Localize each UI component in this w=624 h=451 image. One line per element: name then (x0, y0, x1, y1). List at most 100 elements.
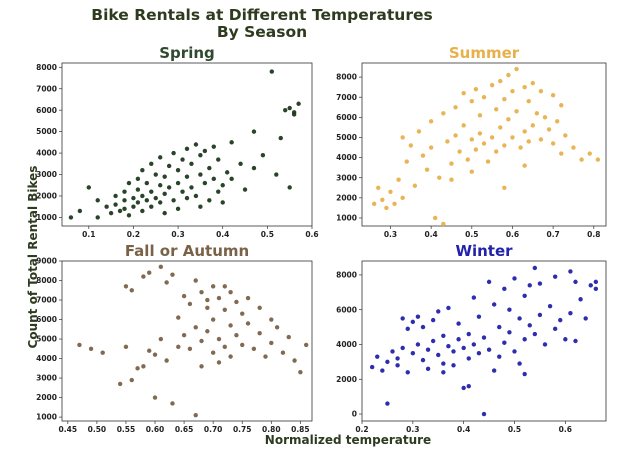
scatter-point-fall (240, 342, 245, 348)
scatter-point-winter (547, 304, 553, 309)
scatter-point-winter (436, 309, 441, 314)
x-tick-label-spring: 0.2 (127, 230, 140, 239)
scatter-point-winter (537, 281, 543, 286)
scatter-point-summer (457, 149, 462, 154)
scatter-point-spring (198, 153, 203, 158)
scatter-point-winter (410, 350, 416, 356)
scatter-point-winter (395, 363, 400, 368)
scatter-point-winter (441, 361, 446, 366)
scatter-point-summer (522, 129, 527, 134)
scatter-point-summer (550, 92, 556, 98)
scatter-point-summer (494, 149, 499, 154)
scatter-point-winter (441, 333, 446, 338)
scatter-point-summer (469, 169, 474, 174)
x-tick-label-summer: 0.6 (506, 230, 519, 239)
scatter-point-summer (481, 141, 487, 146)
scatter-point-winter (573, 279, 578, 285)
scatter-point-spring (113, 202, 118, 207)
scatter-point-spring (166, 185, 172, 190)
scatter-point-summer (477, 131, 483, 136)
y-tick-label-summer: 1000 (336, 214, 357, 223)
scatter-point-winter (456, 321, 461, 326)
scatter-point-spring (108, 210, 114, 216)
scatter-point-summer (538, 88, 544, 94)
scatter-point-summer (514, 109, 519, 114)
scatter-point-fall (298, 370, 303, 375)
scatter-point-spring (291, 112, 297, 117)
scatter-point-spring (158, 200, 163, 205)
scatter-point-spring (274, 172, 279, 177)
scatter-point-spring (296, 101, 301, 106)
y-tick-label-fall: 3000 (36, 374, 57, 383)
scatter-point-spring (224, 170, 230, 175)
scatter-point-fall (263, 354, 268, 359)
scatter-point-summer (469, 137, 474, 142)
y-tick-label-summer: 4000 (336, 153, 357, 162)
x-tick-label-fall: 0.70 (204, 425, 223, 434)
y-tick-label-spring: 3000 (36, 170, 57, 179)
scatter-point-summer (526, 99, 531, 104)
scatter-point-fall (216, 336, 222, 342)
scatter-point-winter (466, 356, 471, 361)
scatter-point-summer (534, 111, 540, 116)
scatter-point-fall (187, 301, 193, 307)
scatter-point-summer (441, 111, 446, 116)
scatter-point-spring (166, 163, 172, 169)
scatter-point-spring (131, 204, 136, 209)
scatter-point-spring (251, 165, 257, 171)
scatter-point-spring (220, 183, 225, 188)
scatter-point-summer (571, 145, 576, 150)
scatter-point-spring (278, 135, 283, 141)
scatter-point-summer (489, 82, 495, 88)
scatter-point-spring (175, 180, 181, 186)
scatter-point-spring (153, 195, 158, 201)
scatter-point-summer (437, 175, 442, 180)
scatter-point-fall (257, 305, 262, 311)
scatter-point-spring (260, 153, 266, 158)
scatter-point-winter (532, 331, 538, 337)
scatter-point-fall (193, 278, 198, 283)
scatter-point-winter (502, 340, 507, 345)
scatter-point-spring (216, 189, 221, 194)
scatter-point-spring (126, 213, 132, 218)
scatter-point-winter (451, 349, 456, 354)
scatter-point-winter (558, 317, 563, 323)
scatter-point-spring (202, 180, 208, 186)
x-tick-label-spring: 0.5 (261, 230, 274, 239)
scatter-point-summer (445, 139, 450, 144)
scatter-point-winter (542, 342, 548, 347)
scatter-point-spring (189, 185, 194, 190)
scatter-point-winter (476, 350, 482, 356)
scatter-point-winter (471, 342, 477, 347)
x-tick-label-spring: 0.6 (305, 230, 318, 239)
scatter-point-fall (199, 364, 204, 369)
scatter-point-winter (415, 314, 421, 319)
scatter-point-spring (193, 193, 199, 199)
scatter-point-summer (412, 183, 418, 188)
scatter-point-spring (175, 206, 181, 212)
scatter-point-fall (216, 360, 222, 365)
scatter-point-fall (245, 295, 251, 301)
scatter-point-fall (216, 295, 222, 301)
scatter-point-summer (441, 221, 446, 227)
scatter-point-summer (400, 195, 405, 201)
scatter-point-summer (522, 163, 527, 168)
y-tick-label-winter: 8000 (336, 271, 357, 280)
scatter-point-fall (205, 305, 210, 311)
scatter-point-fall (147, 348, 152, 353)
scatter-point-spring (95, 198, 100, 203)
scatter-point-spring (171, 198, 176, 203)
scatter-point-spring (251, 129, 257, 134)
scatter-point-winter (451, 363, 456, 368)
scatter-point-fall (176, 315, 181, 320)
scatter-point-winter (532, 265, 538, 271)
scatter-point-fall (100, 350, 105, 355)
scatter-point-summer (502, 97, 507, 102)
scatter-point-summer (542, 115, 548, 120)
panel-summer: Summer 0.3 0.4 0.5 0.6 0.7 0.8 1000 2000 3000 4000… (336, 44, 607, 239)
scatter-point-summer (530, 123, 535, 128)
scatter-point-summer (514, 66, 519, 72)
scatter-point-summer (506, 72, 511, 78)
scatter-point-fall (176, 344, 181, 350)
scatter-point-fall (129, 288, 134, 293)
